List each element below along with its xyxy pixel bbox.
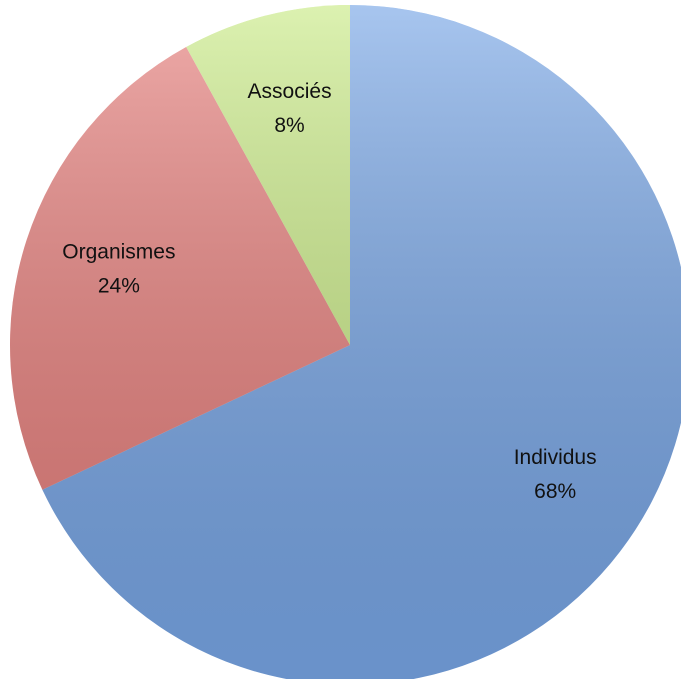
slice-value-label: 24%	[98, 274, 140, 297]
slice-value-label: 68%	[534, 480, 576, 503]
pie	[9, 5, 681, 679]
slice-label: Organismes	[62, 240, 175, 263]
slice-value-label: 8%	[274, 114, 304, 137]
slice-label: Individus	[514, 446, 597, 469]
labels: Individus 68% Organismes 24% Associés 8%	[62, 80, 596, 503]
slice-label: Associés	[248, 80, 332, 103]
